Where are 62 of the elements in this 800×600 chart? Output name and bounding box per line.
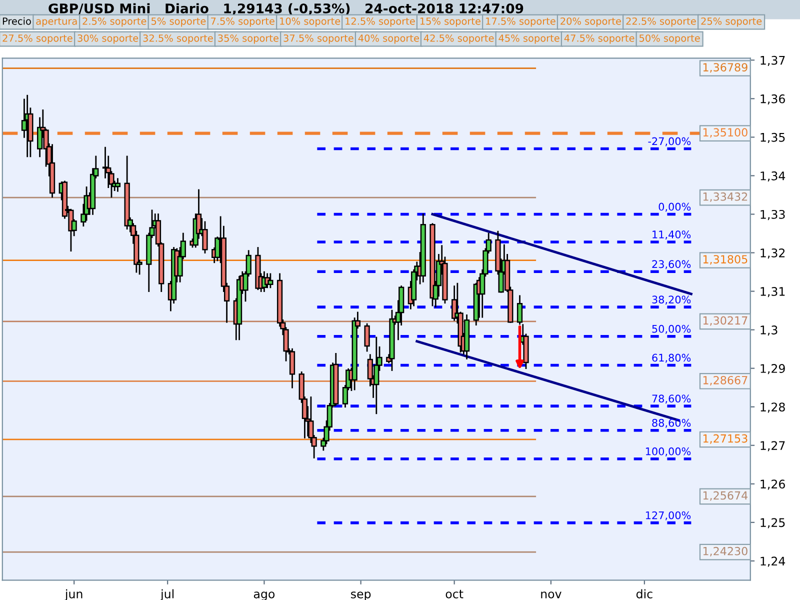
series-label: 11,40% bbox=[652, 230, 691, 240]
text: 35% soporte bbox=[218, 34, 278, 44]
y-tick-label: 1,35 bbox=[760, 132, 785, 144]
text: 42.5% soporte bbox=[424, 34, 494, 44]
ref-line-label: 1,25674 bbox=[703, 491, 748, 501]
text: 50% soporte bbox=[640, 34, 700, 44]
y-tick-label: 1,34 bbox=[760, 171, 786, 182]
series-label: 88,60% bbox=[652, 418, 691, 428]
text: 20% soporte bbox=[560, 17, 621, 27]
series-label: -27,00% bbox=[648, 137, 691, 146]
y-tick-label: 1,36 bbox=[760, 94, 785, 105]
text: 25% soporte bbox=[701, 17, 762, 27]
ref-line-label: 1,36789 bbox=[703, 63, 748, 73]
series-label: 38,20% bbox=[652, 296, 691, 305]
series-label: 127,00% bbox=[646, 511, 691, 520]
series-label: 23,60% bbox=[652, 260, 691, 270]
candlestick bbox=[202, 221, 208, 254]
ref-line-label: 1,30217 bbox=[703, 316, 748, 326]
text: 17.5% soporte bbox=[486, 17, 556, 27]
y-tick-label: 1,3 bbox=[760, 326, 778, 336]
text: 37.5% soporte bbox=[284, 34, 354, 44]
y-tick-label: 1,29 bbox=[760, 364, 785, 374]
y-tick-label: 1,33 bbox=[760, 210, 785, 220]
y-tick-label: 1,32 bbox=[760, 248, 785, 259]
series-label: 100,00% bbox=[646, 447, 691, 456]
text: 15% soporte bbox=[420, 17, 480, 27]
ref-line-label: 1,24230 bbox=[703, 546, 748, 556]
ref-line-label: 1,35100 bbox=[703, 128, 748, 138]
ref-line-label: 1,33432 bbox=[703, 192, 748, 202]
y-tick-label: 1,26 bbox=[760, 480, 785, 490]
ref-line-label: 1,31805 bbox=[703, 255, 748, 265]
text: Precio bbox=[2, 17, 31, 25]
text: 5% soporte bbox=[152, 17, 206, 27]
series-label: 78,60% bbox=[652, 394, 691, 404]
x-tick-label: nov bbox=[541, 592, 562, 598]
text: 22.5% soporte bbox=[626, 17, 696, 27]
text: 10% soporte bbox=[280, 17, 340, 27]
text: 2.5% soporte bbox=[82, 17, 146, 27]
candlestick bbox=[364, 323, 370, 352]
y-tick-label: 1,31 bbox=[760, 286, 785, 298]
y-tick-label: 1,27 bbox=[760, 441, 785, 452]
text: 40% soporte bbox=[358, 34, 419, 44]
text: 45% soporte bbox=[498, 34, 560, 44]
x-tick-label: oct bbox=[446, 590, 464, 598]
y-tick-label: 1,24 bbox=[760, 556, 786, 567]
text: 7.5% soporte bbox=[211, 17, 274, 27]
series-label: 0,00% bbox=[658, 202, 691, 212]
text: 12.5% soporte bbox=[346, 17, 415, 27]
text: 27.5% soporte bbox=[2, 34, 72, 44]
text: apertura bbox=[36, 18, 77, 27]
text: 32.5% soporte bbox=[143, 34, 213, 44]
x-tick-label: dic bbox=[636, 589, 652, 598]
series-label: 50,00% bbox=[652, 324, 691, 334]
chart-title: GBP/USD Mini Diario 1,29143 (-0,53%) 24-oct-2018 12:47:09 bbox=[48, 3, 524, 16]
text: 47.5% soporte bbox=[564, 34, 634, 44]
series-label: 61,80% bbox=[652, 354, 691, 363]
ref-line-label: 1,28667 bbox=[703, 376, 748, 386]
ref-line-label: 1,27153 bbox=[703, 434, 748, 444]
text: 30% soporte bbox=[78, 34, 138, 44]
y-tick-label: 1,37 bbox=[760, 56, 785, 66]
y-tick-label: 1,28 bbox=[760, 402, 785, 413]
y-tick-label: 1,25 bbox=[760, 518, 785, 528]
